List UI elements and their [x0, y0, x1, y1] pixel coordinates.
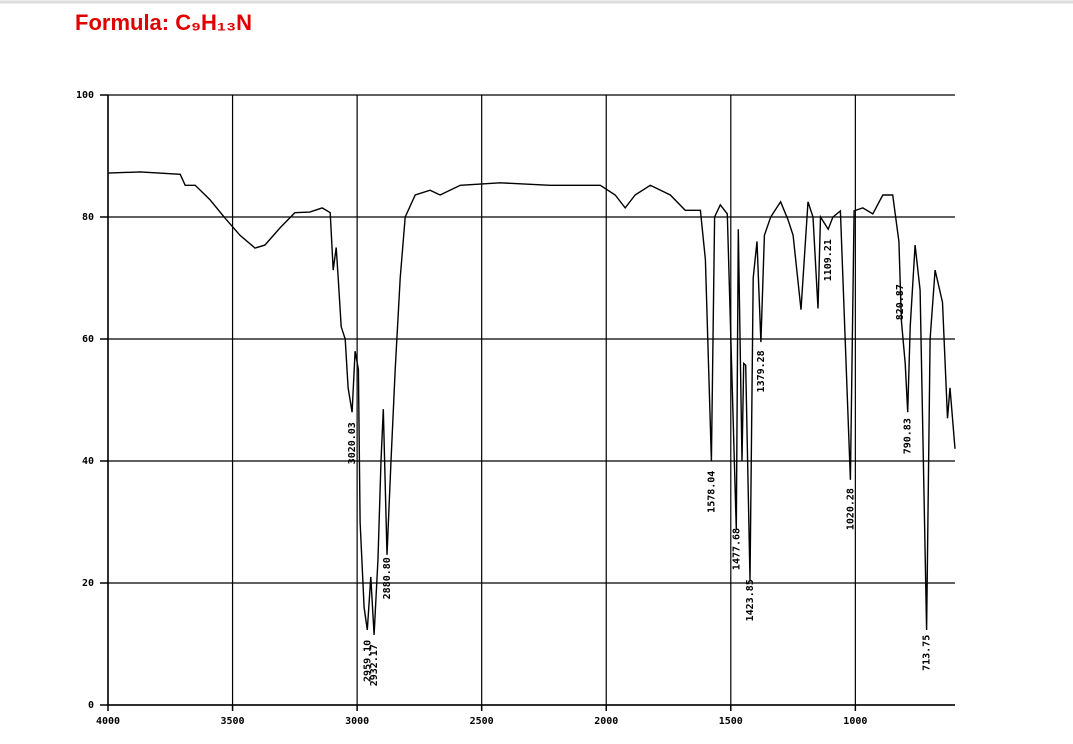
- y-tick-label: 100: [76, 90, 94, 101]
- x-tick-label: 4000: [96, 716, 120, 727]
- peak-label: 1578.04: [706, 471, 717, 513]
- x-tick-label: 2000: [594, 716, 618, 727]
- peak-label: 2880.80: [382, 557, 393, 599]
- y-tick-label: 40: [82, 456, 94, 467]
- x-tick-label: 3500: [221, 716, 245, 727]
- y-tick-label: 60: [82, 334, 94, 345]
- peak-label: 2932.17: [369, 644, 380, 686]
- x-tick-label: 1000: [843, 716, 867, 727]
- x-tick-label: 3000: [345, 716, 369, 727]
- peak-label: 1109.21: [823, 239, 834, 281]
- x-tick-label: 1500: [719, 716, 743, 727]
- spectrum-line: [107, 171, 956, 635]
- peak-label: 1379.28: [756, 350, 767, 392]
- y-tick-label: 0: [88, 700, 94, 711]
- peak-label: 790.83: [902, 418, 913, 454]
- peak-label: 2959.10: [362, 640, 373, 682]
- peak-label: 1423.85: [745, 579, 756, 621]
- peak-label: 820.87: [895, 284, 906, 320]
- x-tick-label: 2500: [470, 716, 494, 727]
- peak-label: 1477.68: [731, 528, 742, 570]
- peak-label: 3020.03: [347, 422, 358, 464]
- peak-label: 1020.28: [845, 488, 856, 530]
- y-tick-label: 20: [82, 578, 94, 589]
- y-tick-label: 80: [82, 212, 94, 223]
- peak-label: 713.75: [922, 635, 933, 671]
- chart-title: Formula: C₉H₁₃N: [75, 10, 252, 35]
